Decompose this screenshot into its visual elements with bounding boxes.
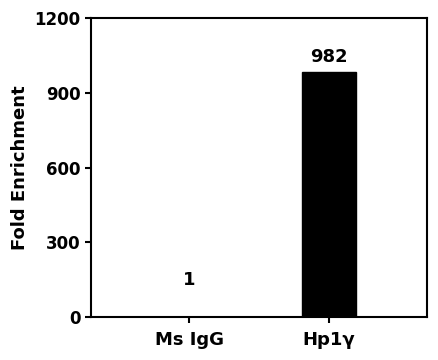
Bar: [302, 72, 356, 317]
Y-axis label: Fold Enrichment: Fold Enrichment: [11, 85, 29, 250]
Text: 982: 982: [310, 48, 348, 66]
Text: 1: 1: [183, 271, 195, 289]
